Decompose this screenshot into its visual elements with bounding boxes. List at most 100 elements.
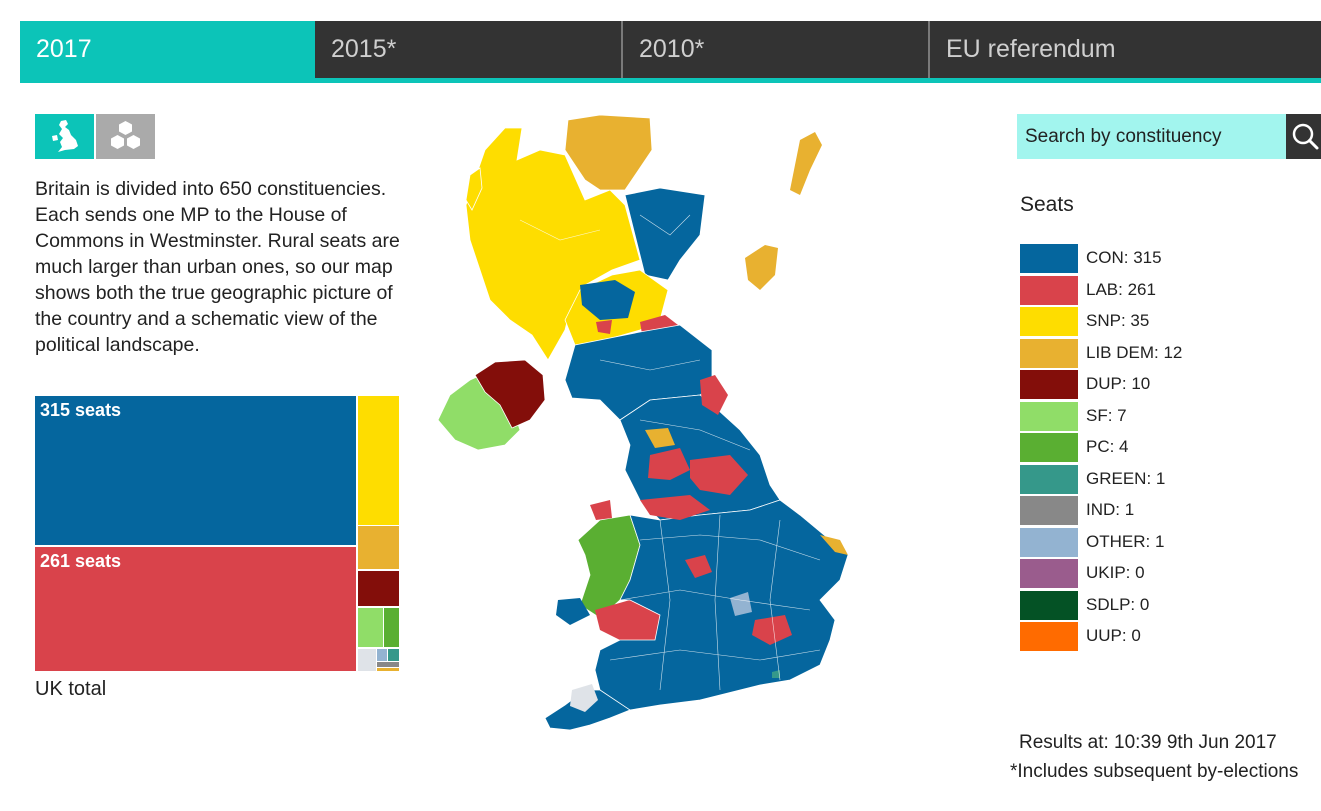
legend-label: DUP: 10	[1086, 374, 1151, 393]
legend-swatch	[1020, 527, 1078, 557]
treemap-block-ind	[377, 662, 399, 667]
map-region-grampian[interactable]	[624, 187, 706, 281]
map-region-perth[interactable]	[580, 280, 635, 320]
treemap-block-misc	[377, 668, 399, 671]
legend-label: SNP: 35	[1086, 311, 1150, 330]
map-region-yorkshire[interactable]	[690, 455, 748, 495]
treemap-block-other-small	[358, 649, 376, 671]
legend-swatch	[1020, 559, 1078, 588]
legend-swatch	[1020, 307, 1078, 336]
map-region-norfolk-libdem[interactable]	[820, 535, 848, 555]
map-region-north-wales[interactable]	[590, 500, 612, 520]
treemap-block-dup	[358, 571, 399, 606]
legend-label: UKIP: 0	[1086, 563, 1145, 582]
legend-item-con: CON: 315	[1020, 244, 1310, 276]
legend-item-sf: SF: 7	[1020, 401, 1310, 434]
tab-2017[interactable]: 2017	[20, 21, 315, 78]
map-region-cities-lab[interactable]	[640, 495, 710, 520]
map-region-lancashire[interactable]	[648, 448, 690, 480]
legend-label: LIB DEM: 12	[1086, 342, 1183, 362]
map-region-hebrides[interactable]	[465, 167, 483, 211]
legend-item-uup: UUP: 0	[1020, 622, 1310, 654]
treemap-block-green	[388, 649, 399, 661]
legend-swatch	[1020, 464, 1078, 494]
legend-label: CON: 315	[1086, 248, 1162, 267]
view-toggle	[35, 114, 155, 159]
legend-label: IND: 1	[1086, 500, 1135, 519]
map-region-birmingham[interactable]	[685, 555, 712, 578]
tab-underline	[20, 78, 1321, 83]
hexagon-view-button[interactable]	[96, 114, 155, 159]
treemap-block-libdem	[358, 526, 399, 569]
map-region-brighton[interactable]	[772, 670, 780, 678]
legend-item-sdlp: SDLP: 0	[1020, 590, 1310, 623]
constituency-boundaries	[519, 214, 821, 691]
legend-item-dup: DUP: 10	[1020, 370, 1310, 402]
legend-label: SDLP: 0	[1086, 594, 1150, 614]
treemap-label-lab: 261 seats	[40, 551, 122, 571]
search-icon	[1292, 123, 1319, 150]
treemap-block-lab: 261 seats	[35, 547, 356, 671]
map-region-midlands[interactable]	[594, 499, 849, 711]
tab-eu-referendum[interactable]: EU referendum	[946, 35, 1116, 63]
legend-swatch	[1020, 433, 1078, 462]
legend-swatch	[1020, 244, 1078, 273]
legend-swatch	[1020, 370, 1078, 399]
map-region-buckingham[interactable]	[730, 592, 752, 616]
map-region-orkney[interactable]	[745, 245, 778, 290]
tab-2015[interactable]: 2015*	[315, 21, 623, 78]
legend-swatch	[1020, 496, 1078, 525]
legend-label: LAB: 261	[1086, 279, 1156, 299]
map-region-ni-east[interactable]	[474, 359, 546, 429]
legend-item-snp: SNP: 35	[1020, 307, 1310, 339]
tab-2010[interactable]: 2010*	[623, 21, 930, 78]
results-timestamp: Results at: 10:39 9th Jun 2017	[1019, 732, 1277, 753]
legend-label: UUP: 0	[1086, 626, 1141, 645]
map-region-shetland[interactable]	[790, 132, 822, 195]
map-region-cumbria-libdem[interactable]	[645, 428, 675, 448]
treemap-block-pc	[384, 608, 399, 647]
treemap-block-con: 315 seats	[35, 396, 356, 545]
legend-item-lab: LAB: 261	[1020, 275, 1310, 308]
map-region-london[interactable]	[752, 615, 792, 645]
map-region-cornwall-seat[interactable]	[570, 684, 598, 712]
treemap-block-snp	[358, 396, 399, 525]
constituency-search	[1017, 114, 1321, 159]
seats-legend: CON: 315 LAB: 261 SNP: 35 LIB DEM: 12 DU…	[1020, 244, 1310, 654]
treemap-block-sf	[358, 608, 383, 647]
seats-treemap: 315 seats 261 seats	[35, 396, 399, 671]
legend-label: GREEN: 1	[1086, 468, 1166, 488]
treemap-caption: UK total	[35, 678, 107, 700]
map-region-highlands[interactable]	[465, 127, 641, 361]
legend-swatch	[1020, 401, 1078, 431]
legend-item-ukip: UKIP: 0	[1020, 559, 1310, 591]
legend-swatch	[1020, 590, 1078, 620]
legend-label: OTHER: 1	[1086, 531, 1165, 551]
map-region-glasgow[interactable]	[596, 320, 612, 334]
legend-item-ind: IND: 1	[1020, 496, 1310, 528]
legend-label: PC: 4	[1086, 437, 1129, 456]
legend-label: SF: 7	[1086, 405, 1127, 425]
legend-item-libdem: LIB DEM: 12	[1020, 338, 1310, 371]
legend-item-green: GREEN: 1	[1020, 464, 1310, 497]
uk-map-icon	[52, 120, 78, 152]
treemap-label-con: 315 seats	[40, 400, 122, 420]
legend-item-other: OTHER: 1	[1020, 527, 1310, 560]
map-region-pembrokeshire[interactable]	[556, 598, 590, 625]
legend-swatch	[1020, 275, 1078, 305]
legend-swatch	[1020, 622, 1078, 651]
hexagon-icon	[111, 121, 140, 149]
treemap-block-other	[377, 649, 387, 661]
search-input[interactable]	[1017, 114, 1286, 159]
geographic-view-button[interactable]	[35, 114, 94, 159]
year-tab-bar: 2017 2015* 2010* EU referendum	[20, 21, 1321, 83]
legend-swatch	[1020, 338, 1078, 368]
uk-constituency-map[interactable]	[430, 110, 860, 750]
map-region-south-wales[interactable]	[595, 600, 660, 640]
intro-paragraph: Britain is divided into 650 constituenci…	[35, 178, 400, 356]
search-button[interactable]	[1286, 114, 1321, 159]
map-region-caithness[interactable]	[564, 114, 653, 191]
footnote: *Includes subsequent by-elections	[1010, 761, 1299, 782]
map-region-tyneside[interactable]	[700, 375, 728, 415]
legend-title: Seats	[1020, 193, 1074, 216]
